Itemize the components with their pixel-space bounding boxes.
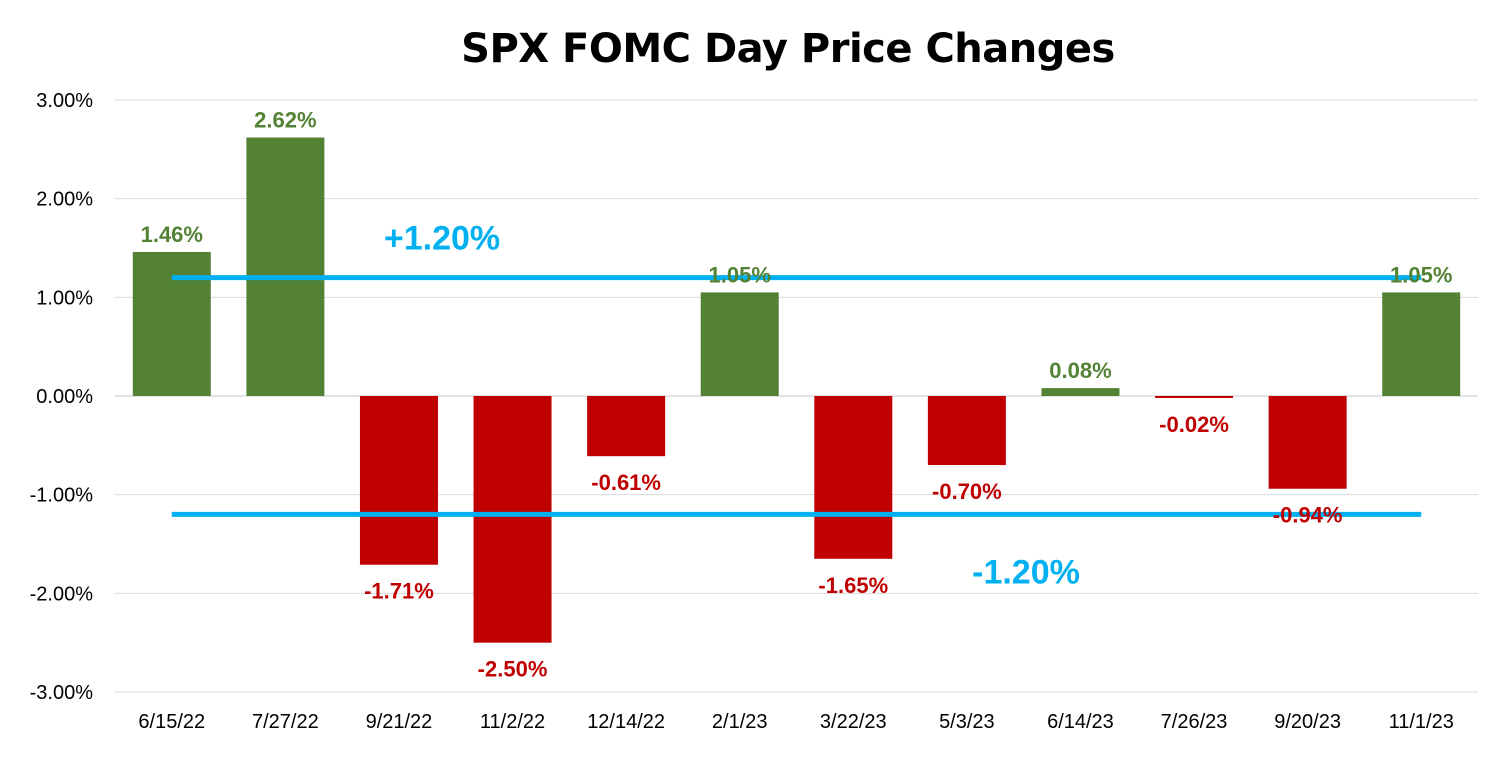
data-label: 0.08% bbox=[1049, 358, 1111, 383]
data-label: 2.62% bbox=[254, 107, 316, 132]
bar bbox=[1155, 396, 1234, 398]
y-tick-label: -2.00% bbox=[30, 583, 94, 605]
x-tick-label: 9/21/22 bbox=[366, 711, 433, 733]
bar bbox=[132, 251, 211, 396]
x-tick-label: 5/3/23 bbox=[939, 711, 995, 733]
y-tick-label: -3.00% bbox=[30, 682, 94, 704]
data-label: -0.94% bbox=[1273, 503, 1343, 528]
bar bbox=[927, 396, 1006, 466]
y-tick-label: 0.00% bbox=[36, 386, 93, 408]
bar bbox=[246, 137, 325, 396]
x-tick-label: 2/1/23 bbox=[712, 711, 768, 733]
bar bbox=[359, 396, 438, 565]
x-tick-label: 6/15/22 bbox=[138, 711, 205, 733]
data-label: 1.46% bbox=[141, 222, 203, 247]
y-tick-label: 2.00% bbox=[36, 189, 93, 211]
x-tick-label: 11/2/22 bbox=[480, 711, 545, 733]
bar bbox=[1268, 396, 1347, 489]
bars bbox=[132, 137, 1461, 643]
data-label: -1.71% bbox=[364, 579, 434, 604]
y-tick-label: 1.00% bbox=[36, 287, 93, 309]
bar bbox=[473, 396, 552, 643]
bar bbox=[814, 396, 893, 559]
x-tick-label: 12/14/22 bbox=[587, 711, 665, 733]
data-label: -2.50% bbox=[478, 657, 548, 682]
x-tick-label: 6/14/23 bbox=[1047, 711, 1114, 733]
data-label: -0.02% bbox=[1159, 412, 1229, 437]
data-label: -0.61% bbox=[591, 470, 661, 495]
data-labels: 1.46% 2.62% -1.71% -2.50% -0.61% 1.05% -1.65% -… bbox=[141, 107, 1453, 681]
x-tick-label: 7/27/22 bbox=[252, 711, 319, 733]
reference-lines: +1.20% -1.20% bbox=[171, 220, 1422, 591]
x-tick-label: 3/22/23 bbox=[820, 711, 887, 733]
data-label: 1.05% bbox=[709, 262, 771, 287]
reference-line-label: +1.20% bbox=[384, 220, 500, 258]
bar bbox=[1041, 388, 1120, 396]
gridlines bbox=[115, 99, 1478, 693]
data-label: -1.65% bbox=[818, 573, 888, 598]
x-axis-tick-labels: 6/15/22 7/27/22 9/21/22 11/2/22 12/14/22 2/1/… bbox=[138, 711, 1453, 733]
y-axis-tick-labels: 3.00% 2.00% 1.00% 0.00% -1.00% -2.00% -3.00% bbox=[30, 90, 94, 704]
chart-title: SPX FOMC Day Price Changes bbox=[461, 26, 1115, 72]
reference-line-label: -1.20% bbox=[972, 553, 1080, 591]
x-tick-label: 11/1/23 bbox=[1389, 711, 1454, 733]
bar bbox=[700, 292, 779, 396]
x-tick-label: 7/26/23 bbox=[1161, 711, 1228, 733]
x-tick-label: 9/20/23 bbox=[1274, 711, 1341, 733]
data-label: -0.70% bbox=[932, 479, 1002, 504]
y-tick-label: -1.00% bbox=[30, 485, 94, 507]
data-label: 1.05% bbox=[1390, 262, 1452, 287]
bar bbox=[1382, 292, 1461, 396]
bar bbox=[587, 396, 666, 457]
y-tick-label: 3.00% bbox=[36, 90, 93, 112]
